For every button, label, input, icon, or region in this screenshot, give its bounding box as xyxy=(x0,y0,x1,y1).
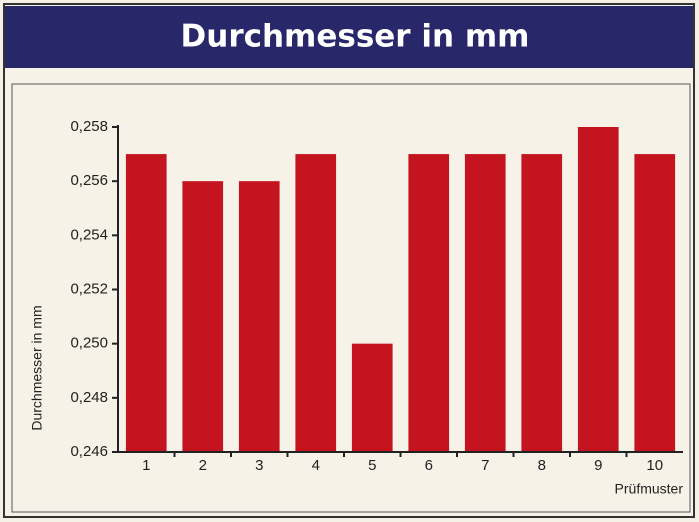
x-tick-label: 10 xyxy=(646,457,663,474)
bar xyxy=(351,343,393,452)
y-tick-label: 0,246 xyxy=(70,443,108,460)
x-axis-label: Prüfmuster xyxy=(615,481,684,497)
bar xyxy=(295,154,337,453)
bar xyxy=(464,154,506,453)
x-tick-label: 5 xyxy=(368,457,376,474)
x-tick-label: 8 xyxy=(538,457,546,474)
header xyxy=(5,6,693,68)
y-tick-label: 0,250 xyxy=(70,335,108,352)
x-tick-label: 9 xyxy=(594,457,602,474)
bar xyxy=(238,181,280,452)
y-tick-label: 0,248 xyxy=(70,389,108,406)
x-tick-label: 4 xyxy=(312,457,320,474)
chart-title: Durchmesser in mm xyxy=(181,19,530,55)
x-tick-label: 6 xyxy=(425,457,433,474)
bar xyxy=(125,154,167,453)
x-tick-label: 3 xyxy=(255,457,263,474)
y-tick-label: 0,258 xyxy=(70,118,108,135)
y-axis-label: Durchmesser in mm xyxy=(29,305,45,430)
x-tick-label: 1 xyxy=(142,457,150,474)
bar xyxy=(577,127,619,452)
bar xyxy=(634,154,676,453)
bar xyxy=(408,154,450,453)
y-tick-label: 0,252 xyxy=(70,280,108,297)
x-tick-label: 2 xyxy=(199,457,207,474)
y-tick-label: 0,256 xyxy=(70,172,108,189)
bar xyxy=(521,154,563,453)
bar xyxy=(182,181,224,452)
x-tick-label: 7 xyxy=(481,457,489,474)
plot-frame xyxy=(11,83,691,513)
y-tick-label: 0,254 xyxy=(70,226,108,243)
